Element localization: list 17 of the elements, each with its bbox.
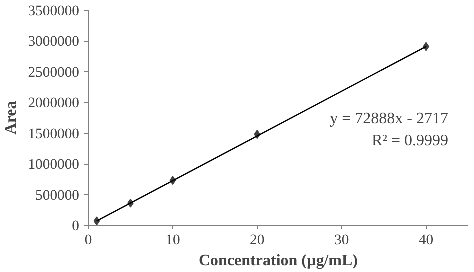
y-tick-label: 500000 [36, 188, 80, 204]
x-tick-label: 10 [166, 232, 180, 248]
y-tick-label: 1500000 [28, 126, 80, 142]
x-tick-label: 40 [418, 232, 434, 248]
y-tick-label: 1000000 [28, 157, 80, 174]
y-tick-label: 0 [72, 218, 80, 234]
y-axis-title: Area [3, 101, 20, 135]
x-axis-title: Concentration (µg/mL) [199, 252, 358, 270]
x-tick-label: 20 [250, 232, 265, 248]
annotation: y = 72888x - 2717 [330, 110, 449, 128]
annotation: R² = 0.9999 [372, 132, 449, 150]
y-tick-label: 3000000 [28, 34, 80, 50]
x-tick-label: 0 [84, 232, 92, 248]
y-tick-label: 3500000 [28, 4, 80, 20]
y-tick-label: 2500000 [28, 64, 80, 81]
x-tick-label: 30 [334, 232, 350, 248]
y-tick-label: 2000000 [28, 96, 80, 112]
